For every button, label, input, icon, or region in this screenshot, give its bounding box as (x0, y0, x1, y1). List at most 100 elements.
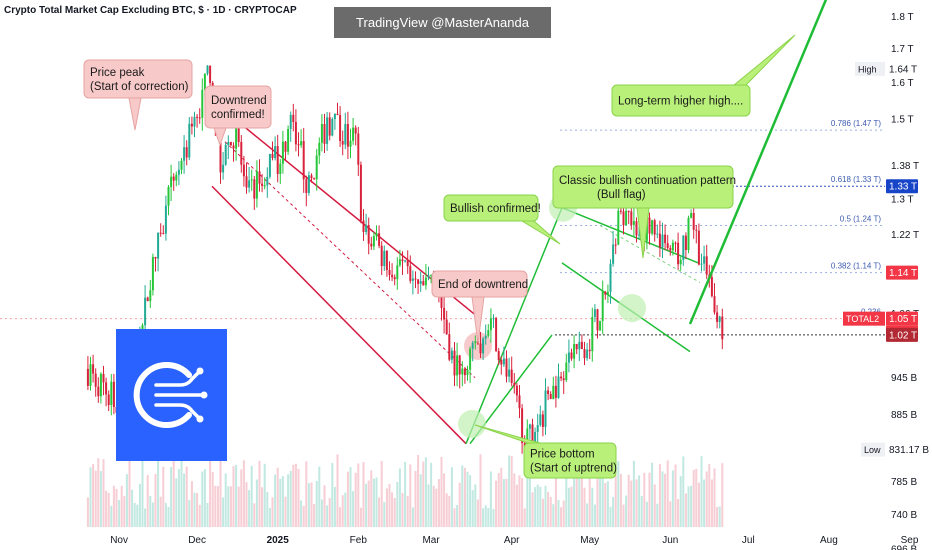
candle-body (250, 179, 253, 181)
candle-body (445, 319, 448, 335)
candle-body (331, 119, 334, 136)
volume-bar (599, 455, 602, 527)
candle-body (183, 147, 186, 161)
candle-body (557, 376, 560, 398)
volume-bar (349, 467, 352, 527)
candle-body (255, 171, 258, 199)
candle-body (677, 242, 680, 265)
volume-bar (669, 501, 672, 527)
volume-bar (471, 490, 474, 527)
candle-body (287, 129, 290, 152)
volume-bar (489, 471, 492, 527)
candle-body (110, 381, 113, 406)
volume-bar (476, 499, 479, 527)
volume-bar (562, 500, 565, 527)
volume-bar (365, 483, 368, 527)
candle-body (515, 385, 518, 396)
volume-bar (214, 485, 217, 527)
volume-bar (240, 469, 243, 527)
price-tag-text-6: 831.17 B (889, 445, 929, 456)
callout-text-1-0: Downtrend (211, 95, 267, 107)
highlight-circle-3 (618, 294, 646, 323)
volume-bar (606, 481, 609, 527)
volume-bar (648, 472, 651, 527)
volume-bar (97, 458, 100, 527)
candle-body (721, 316, 724, 340)
callout-box (443, 194, 539, 222)
candle-body (313, 178, 316, 180)
volume-bar (248, 490, 251, 527)
candle-body (682, 235, 685, 260)
candle-body (300, 141, 303, 146)
candle-body (539, 414, 542, 425)
candle-body (687, 217, 690, 251)
volume-bar (102, 459, 105, 527)
candle-body (232, 145, 235, 149)
volume-bar (177, 469, 180, 527)
candle-body (583, 348, 586, 359)
x-tick-label-7: Jun (662, 535, 678, 546)
volume-bar (396, 481, 399, 527)
candle-body (502, 358, 505, 365)
volume-bar (380, 460, 383, 527)
volume-bar (170, 466, 173, 527)
volume-bar (357, 463, 360, 527)
volume-bar (250, 465, 253, 527)
volume-bar (406, 495, 409, 527)
volume-bar (622, 504, 625, 527)
volume-bar (474, 484, 477, 527)
candle-body (388, 270, 391, 275)
volume-bar (294, 463, 297, 527)
candle-body (266, 176, 269, 186)
volume-bar (450, 467, 453, 527)
volume-bar (289, 471, 292, 527)
volume-bar (383, 502, 386, 527)
volume-bar (469, 474, 472, 527)
candle-body (378, 233, 381, 246)
volume-bar (159, 496, 162, 527)
volume-bar (123, 496, 126, 527)
candle-body (271, 153, 274, 158)
volume-bar (440, 457, 443, 527)
volume-bar (167, 506, 170, 527)
candle-body (198, 117, 201, 119)
volume-bar (398, 468, 401, 527)
candle-body (484, 335, 487, 339)
volume-bar (105, 490, 108, 527)
candle-body (570, 352, 573, 359)
candle-body (281, 141, 284, 164)
candle-body (144, 297, 147, 326)
volume-bar (154, 473, 157, 527)
candle-body (411, 278, 414, 281)
volume-bar (89, 467, 92, 527)
volume-bar (341, 495, 344, 527)
candle-body (716, 312, 719, 322)
volume-bar (393, 498, 396, 527)
annotation-callouts: Price peak (Start of correction) Downtrend… (83, 34, 796, 479)
candle-body (362, 220, 365, 232)
y-tick-label-3: 1.7 T (891, 44, 914, 55)
candle-body (531, 424, 534, 447)
volume-bar (674, 464, 677, 527)
x-tick-label-0: Nov (110, 535, 128, 546)
volume-bar (242, 460, 245, 527)
x-tick-label-2: 2025 (267, 535, 290, 546)
volume-bar (201, 471, 204, 527)
candle-body (94, 373, 97, 387)
volume-bar (404, 461, 407, 527)
candle-body (690, 213, 693, 218)
price-tag-text-4: 1.05 T (889, 314, 917, 325)
price-axis: 2.2 T2 T1.8 T1.7 T1.6 T1.5 T1.38 T1.3 T1… (843, 12, 930, 550)
volume-bar (263, 463, 266, 527)
candle-body (209, 65, 212, 83)
volume-bar (378, 497, 381, 527)
volume-bar (492, 508, 495, 527)
volume-bar (658, 463, 661, 527)
volume-bar (536, 484, 539, 527)
volume-bar (508, 455, 511, 527)
y-tick-label-10: 945 B (891, 373, 917, 384)
volume-bar (128, 457, 131, 527)
price-caption-4: TOTAL2 (846, 314, 879, 324)
candle-body (635, 221, 638, 236)
